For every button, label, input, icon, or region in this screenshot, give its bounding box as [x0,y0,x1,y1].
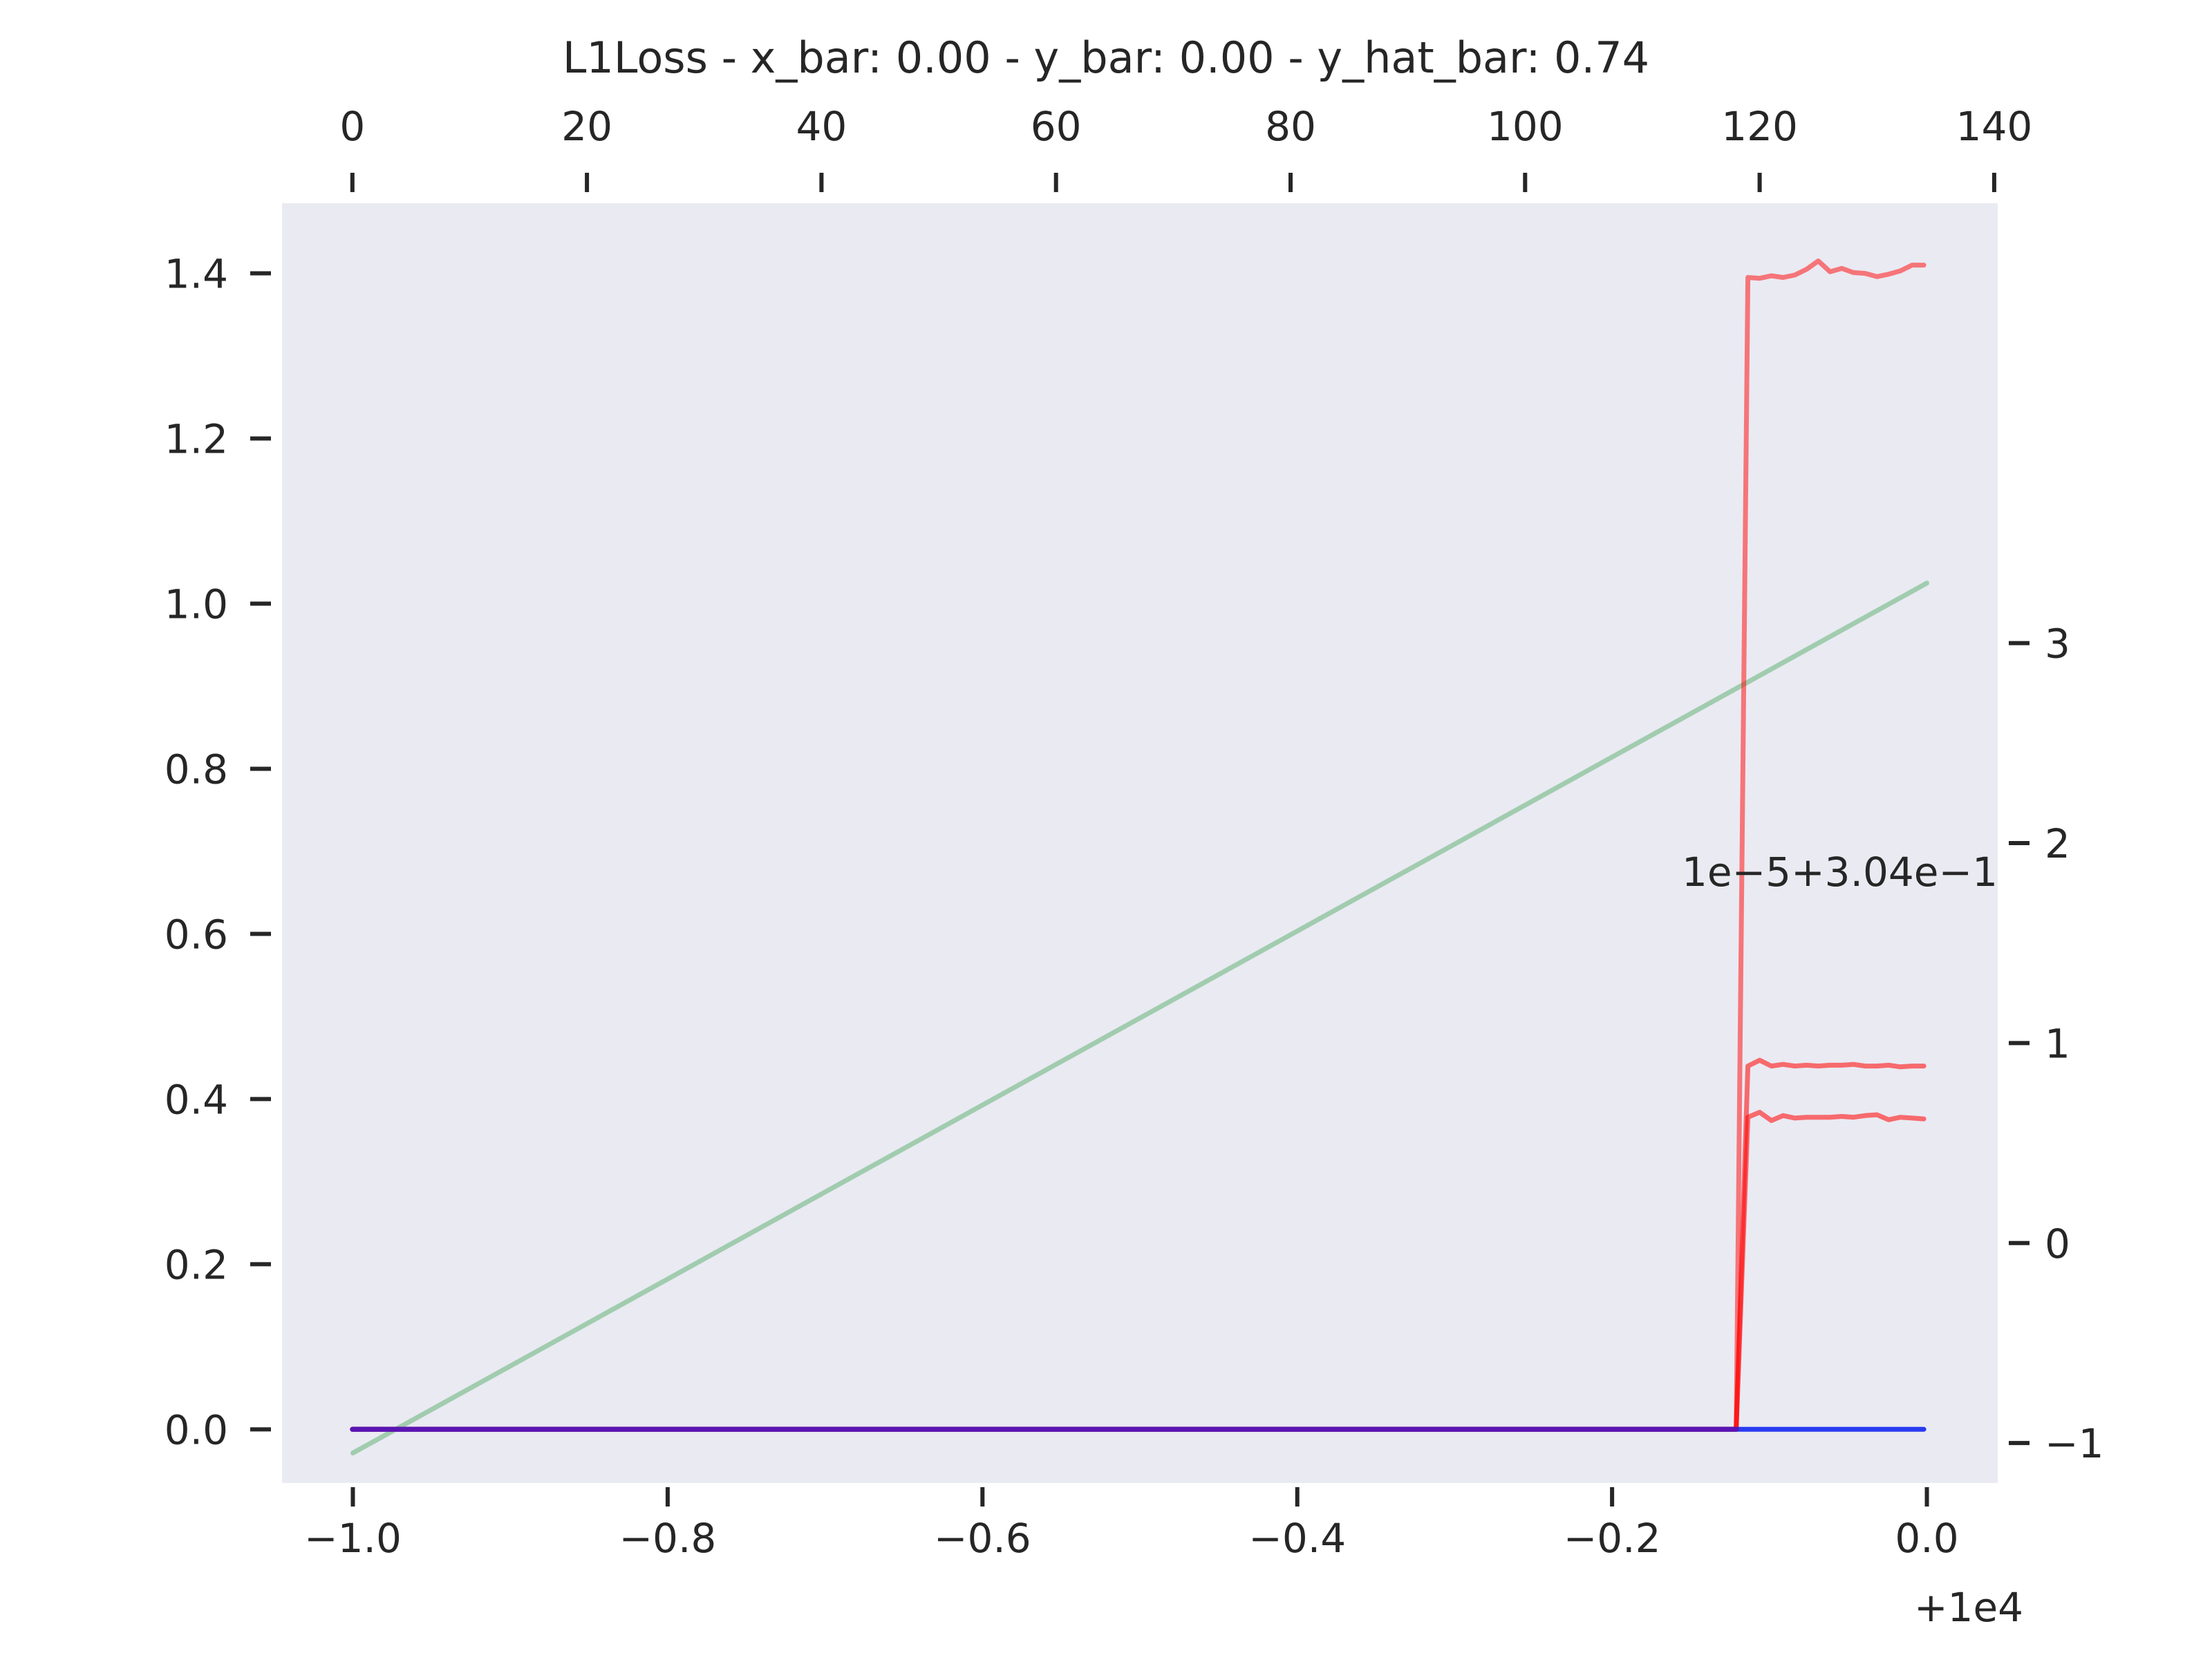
series-line-3 [350,1057,1927,1432]
top-tick-label: 60 [1031,103,1082,150]
top-tick-label: 100 [1487,103,1564,150]
y-tick-label: 0.6 [165,911,228,958]
right-tick-label: 1 [2045,1020,2070,1067]
y-tick-label: 1.0 [165,580,228,627]
x-tick-label: −0.4 [1248,1515,1346,1562]
top-tick-label: 20 [561,103,612,150]
y-tick-label: 0.4 [165,1076,228,1123]
x-tick-label: −0.6 [934,1515,1031,1562]
y-tick-label: 0.0 [165,1406,228,1453]
right-offset-label: 1e−5+3.04e−1 [1682,849,1998,896]
series-line-1 [350,580,1929,1456]
x-tick-label: 0.0 [1895,1515,1958,1562]
y-tick-label: 1.4 [165,251,228,298]
series-layer [350,258,1929,1456]
right-tick-label: 0 [2045,1220,2070,1267]
series-line-4 [350,1110,1927,1432]
right-tick-label: 3 [2045,621,2070,668]
x-tick-label: −0.8 [619,1515,716,1562]
y-tick-label: 0.8 [165,746,228,793]
plot-area [282,203,1998,1483]
y-tick-label: 0.2 [165,1241,228,1288]
top-tick-label: 0 [339,103,365,150]
top-tick-label: 80 [1265,103,1316,150]
x-offset-label: +1e4 [1914,1584,2023,1631]
y-tick-label: 1.2 [165,416,228,463]
series-line-2 [350,258,1927,1432]
top-tick-label: 40 [796,103,847,150]
right-tick-label: −1 [2045,1420,2104,1467]
top-tick-label: 120 [1721,103,1798,150]
x-tick-label: −1.0 [304,1515,402,1562]
chart-title: L1Loss - x_bar: 0.00 - y_bar: 0.00 - y_h… [563,32,1649,83]
x-tick-label: −0.2 [1564,1515,1661,1562]
right-tick-label: 2 [2045,820,2070,867]
top-tick-label: 140 [1956,103,2033,150]
